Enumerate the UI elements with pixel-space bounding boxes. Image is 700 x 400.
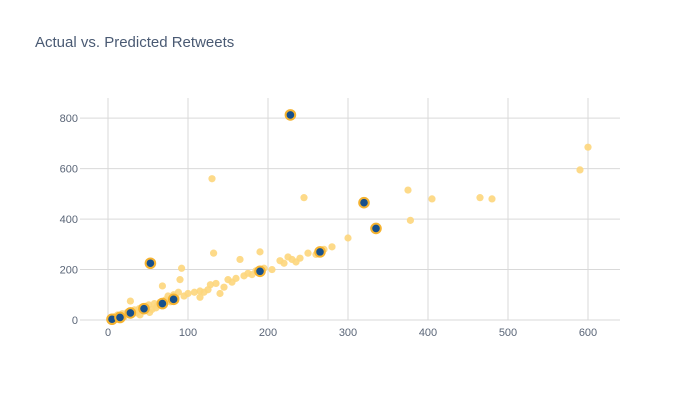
y-tick-label: 200: [60, 265, 78, 277]
data-point: [126, 297, 134, 305]
data-point: [404, 186, 412, 194]
data-point: [344, 234, 352, 242]
background-points: [106, 143, 592, 323]
y-tick-label: 800: [60, 113, 78, 125]
data-point: [406, 216, 414, 224]
x-tick-label: 600: [579, 327, 597, 339]
x-tick-label: 100: [179, 327, 197, 339]
highlight-point: [156, 297, 169, 310]
highlight-point: [138, 302, 150, 315]
data-point: [476, 194, 484, 202]
data-point: [300, 194, 308, 202]
data-point: [208, 175, 216, 183]
data-point: [176, 276, 184, 284]
y-tick-label: 400: [60, 214, 78, 226]
data-point: [236, 255, 244, 264]
data-point: [220, 283, 228, 291]
data-point: [488, 195, 496, 203]
highlight-point: [284, 109, 297, 121]
data-point: [158, 282, 166, 290]
grid-layer: [80, 98, 620, 321]
data-point: [184, 289, 192, 298]
data-point: [428, 195, 436, 203]
chart-title: Actual vs. Predicted Retweets: [35, 34, 235, 51]
highlight-point: [358, 196, 370, 209]
highlight-points: [106, 109, 382, 326]
highlight-point: [314, 246, 326, 258]
data-point: [284, 253, 292, 261]
tick-labels: 0 100 200 300 400 500 600 0 200 400 600 800: [60, 113, 598, 339]
data-point: [210, 249, 218, 257]
x-tick-label: 200: [259, 327, 277, 339]
data-point: [268, 265, 276, 274]
data-point: [212, 279, 220, 288]
highlight-point: [254, 265, 266, 278]
data-point: [584, 143, 592, 151]
highlight-point: [370, 222, 382, 235]
highlight-point: [167, 293, 180, 306]
data-point: [196, 293, 204, 301]
data-point: [206, 281, 214, 289]
y-tick-label: 600: [60, 164, 78, 176]
data-point: [190, 288, 198, 296]
data-point: [174, 288, 182, 296]
data-point: [178, 264, 186, 272]
x-tick-label: 400: [419, 327, 437, 339]
highlight-point: [144, 257, 157, 270]
data-point: [200, 288, 208, 296]
y-tick-label: 0: [72, 315, 78, 327]
x-tick-label: 500: [499, 327, 517, 339]
data-point: [304, 249, 312, 257]
data-point: [296, 254, 304, 262]
highlight-point: [114, 311, 126, 324]
data-point: [280, 259, 288, 267]
x-tick-label: 300: [339, 327, 357, 339]
data-point: [232, 274, 240, 282]
data-point: [328, 243, 336, 251]
data-point: [256, 248, 264, 256]
highlight-point: [124, 307, 137, 319]
data-point: [216, 289, 224, 298]
data-point: [576, 166, 584, 174]
x-tick-label: 0: [105, 327, 111, 339]
